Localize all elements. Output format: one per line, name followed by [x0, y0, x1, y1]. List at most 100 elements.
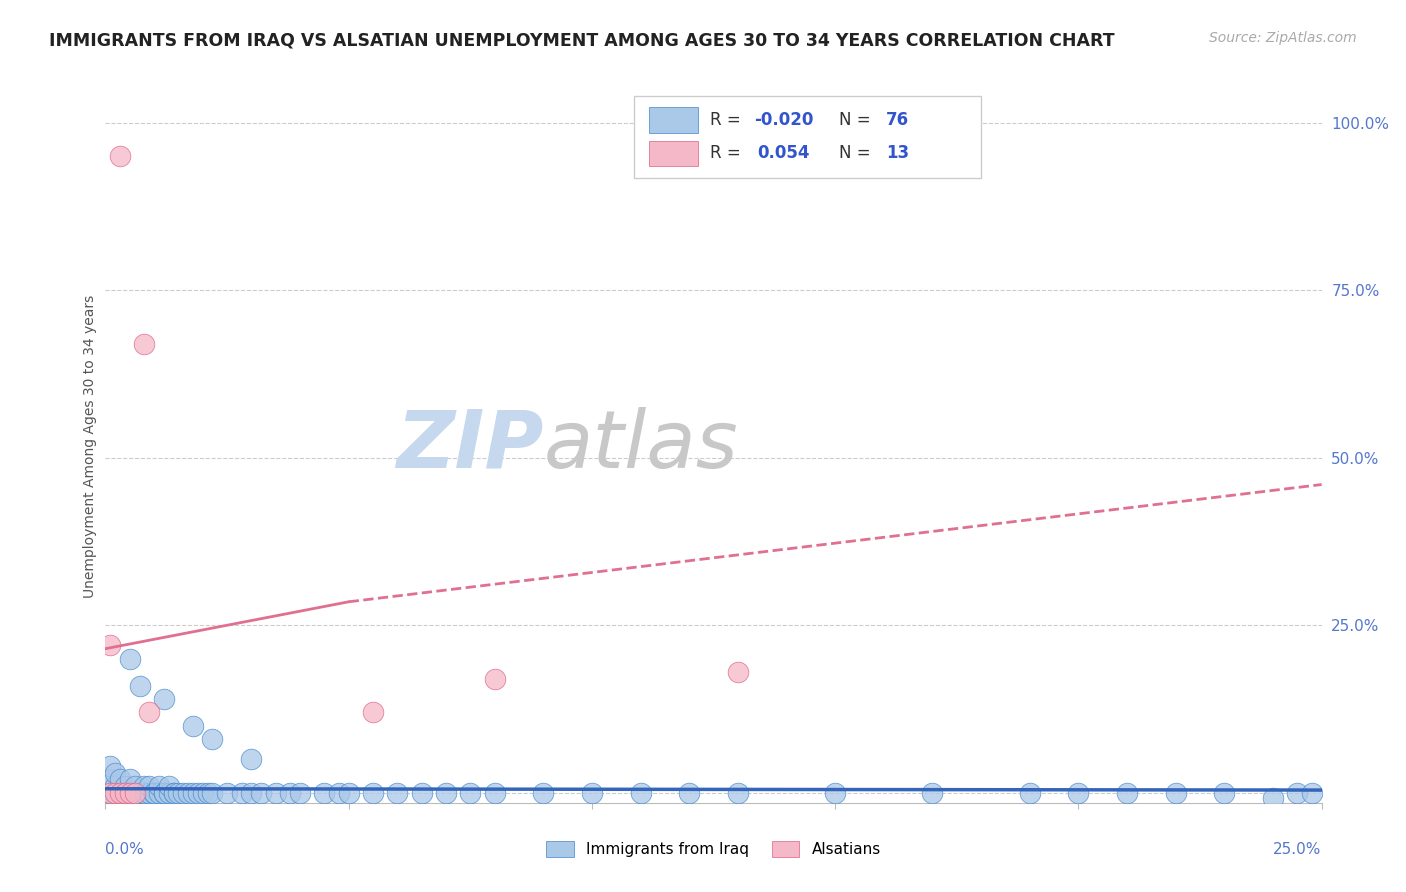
Point: [1286, 786, 1309, 800]
Text: 25.0%: 25.0%: [1274, 842, 1322, 857]
Point: [1018, 786, 1040, 800]
Point: [361, 706, 384, 720]
Point: [134, 336, 156, 351]
Point: [1301, 786, 1323, 800]
Point: [264, 786, 287, 800]
Text: IMMIGRANTS FROM IRAQ VS ALSATIAN UNEMPLOYMENT AMONG AGES 30 TO 34 YEARS CORRELAT: IMMIGRANTS FROM IRAQ VS ALSATIAN UNEMPLO…: [49, 31, 1115, 49]
Text: -0.020: -0.020: [754, 111, 813, 128]
Point: [108, 786, 131, 800]
Point: [172, 786, 194, 800]
Point: [387, 786, 409, 800]
Point: [250, 786, 273, 800]
Point: [181, 786, 204, 800]
Point: [98, 759, 121, 773]
Text: ZIP: ZIP: [396, 407, 543, 485]
Point: [434, 786, 457, 800]
Point: [484, 672, 506, 686]
Point: [824, 786, 846, 800]
Point: [240, 752, 263, 766]
Point: [143, 786, 166, 800]
Point: [118, 786, 141, 800]
Point: [411, 786, 433, 800]
Point: [134, 786, 156, 800]
Point: [201, 732, 224, 747]
Point: [128, 786, 150, 800]
Point: [108, 786, 131, 800]
Text: atlas: atlas: [543, 407, 738, 485]
Text: R =: R =: [710, 145, 751, 162]
Point: [138, 779, 160, 793]
Point: [162, 786, 184, 800]
Point: [98, 638, 121, 652]
Point: [124, 779, 146, 793]
Point: [1261, 791, 1284, 805]
Point: [134, 779, 156, 793]
Point: [197, 786, 219, 800]
Point: [1067, 786, 1090, 800]
Text: 76: 76: [886, 111, 910, 128]
Point: [104, 786, 127, 800]
Point: [231, 786, 253, 800]
Point: [143, 786, 166, 800]
Point: [678, 786, 700, 800]
Text: 0.054: 0.054: [758, 145, 810, 162]
Point: [128, 679, 150, 693]
Point: [314, 786, 336, 800]
Point: [157, 779, 180, 793]
Point: [187, 786, 209, 800]
Point: [153, 786, 176, 800]
Point: [124, 786, 146, 800]
Point: [167, 786, 190, 800]
Y-axis label: Unemployment Among Ages 30 to 34 years: Unemployment Among Ages 30 to 34 years: [83, 294, 97, 598]
Point: [118, 772, 141, 787]
Point: [124, 786, 146, 800]
Point: [328, 786, 350, 800]
Point: [217, 786, 239, 800]
Point: [1213, 786, 1236, 800]
Point: [114, 786, 136, 800]
Text: 0.0%: 0.0%: [105, 842, 145, 857]
Point: [118, 786, 141, 800]
Point: [288, 786, 311, 800]
Point: [630, 786, 652, 800]
FancyBboxPatch shape: [650, 107, 697, 133]
Point: [157, 786, 180, 800]
Point: [148, 779, 170, 793]
Point: [104, 786, 127, 800]
Point: [727, 665, 749, 680]
Point: [98, 772, 121, 787]
Point: [278, 786, 301, 800]
Point: [1164, 786, 1187, 800]
Point: [104, 786, 127, 800]
Point: [361, 786, 384, 800]
Point: [114, 786, 136, 800]
Point: [98, 786, 121, 800]
Point: [114, 779, 136, 793]
Point: [114, 786, 136, 800]
Text: Source: ZipAtlas.com: Source: ZipAtlas.com: [1209, 31, 1357, 45]
Point: [162, 786, 184, 800]
Point: [134, 786, 156, 800]
Point: [108, 786, 131, 800]
Point: [153, 692, 176, 706]
Point: [104, 765, 127, 780]
Text: N =: N =: [839, 145, 876, 162]
Point: [201, 786, 224, 800]
Point: [484, 786, 506, 800]
Point: [124, 786, 146, 800]
Point: [118, 651, 141, 665]
Point: [128, 786, 150, 800]
Point: [148, 786, 170, 800]
Point: [98, 786, 121, 800]
Text: N =: N =: [839, 111, 876, 128]
Point: [1116, 786, 1139, 800]
Point: [240, 786, 263, 800]
Point: [108, 149, 131, 163]
Point: [138, 706, 160, 720]
Point: [108, 772, 131, 787]
FancyBboxPatch shape: [634, 96, 981, 178]
Point: [153, 786, 176, 800]
Point: [727, 786, 749, 800]
Point: [138, 786, 160, 800]
Point: [98, 786, 121, 800]
